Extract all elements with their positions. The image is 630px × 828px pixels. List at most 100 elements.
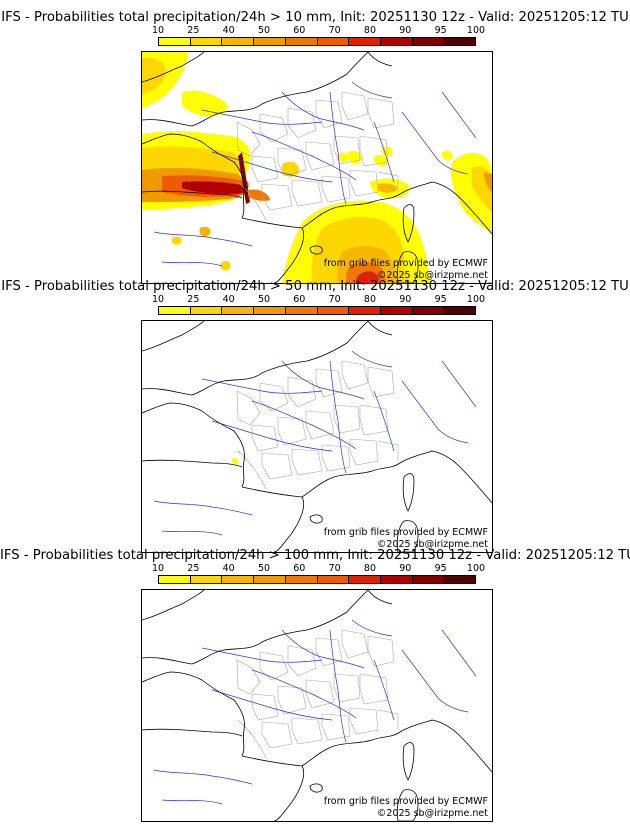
coastline	[309, 245, 323, 255]
region-border	[349, 707, 379, 735]
colorbar-segment	[254, 38, 286, 45]
precipitation-area	[231, 458, 239, 464]
region-border	[349, 438, 379, 466]
colorbar-segment	[285, 576, 318, 583]
colorbar-segment	[349, 38, 381, 45]
colorbar-segment	[222, 307, 255, 314]
river	[441, 629, 477, 677]
rivers	[153, 350, 477, 536]
coastline	[367, 52, 393, 67]
region-border	[359, 135, 389, 167]
colorbar-tick-label: 25	[187, 563, 200, 574]
river	[201, 378, 323, 394]
river	[329, 629, 347, 743]
colorbar	[158, 306, 476, 315]
region-border	[321, 175, 351, 203]
river	[211, 151, 333, 183]
colorbar-tick-label: 25	[187, 25, 200, 36]
colorbar-segment	[380, 307, 413, 314]
coastline	[142, 590, 369, 665]
region-border	[261, 183, 293, 211]
colorbar-segment	[190, 38, 223, 45]
coastline	[201, 679, 245, 757]
coastline	[402, 204, 415, 243]
colorbar-tick-label: 10	[151, 25, 165, 36]
river	[329, 91, 347, 205]
precipitation-map	[142, 52, 492, 283]
coastline	[301, 731, 401, 767]
colorbar-tick-label: 50	[257, 563, 271, 574]
river	[401, 649, 469, 713]
panel-title: IFS - Probabilities total precipitation/…	[1, 279, 629, 294]
region-border	[341, 360, 369, 390]
region-border	[277, 147, 307, 177]
colorbar-segment	[444, 307, 476, 314]
precipitation-field	[231, 458, 239, 464]
precipitation-area	[373, 154, 388, 167]
colorbar-segment	[412, 38, 445, 45]
region-border	[341, 91, 369, 121]
colorbar-tick-label: 90	[399, 294, 412, 305]
coastline	[142, 190, 243, 199]
coastline	[241, 755, 305, 821]
river	[441, 360, 477, 408]
river	[373, 659, 395, 721]
coastline	[142, 52, 369, 127]
colorbar-tick-label: 80	[363, 563, 377, 574]
coastlines	[142, 52, 492, 283]
coastline	[396, 251, 419, 283]
colorbar-tick-label: 60	[293, 563, 306, 574]
colorbar-tick-label: 90	[399, 563, 412, 574]
colorbar-segment	[190, 307, 223, 314]
coastline	[142, 402, 203, 414]
source-credit: from grib files provided by ECMWF	[323, 796, 488, 807]
colorbar-segment	[317, 38, 350, 45]
river	[153, 500, 253, 516]
map-panel-50mm: IFS - Probabilities total precipitation/…	[0, 279, 630, 553]
panel-title: IFS - Probabilities total precipitation/…	[1, 10, 629, 25]
colorbar-segment	[380, 38, 413, 45]
precipitation-area	[378, 183, 398, 193]
coastline	[301, 462, 401, 498]
colorbar	[158, 575, 476, 584]
colorbar-tick-label: 60	[293, 294, 306, 305]
colorbar-tick-label: 70	[328, 294, 341, 305]
colorbar-labels: 10 25 40 50 60 70 80 90 95 100	[152, 294, 485, 305]
colorbar-tick-label: 40	[222, 294, 235, 305]
colorbar-labels: 10 25 40 50 60 70 80 90 95 100	[152, 25, 485, 36]
coastline	[399, 719, 492, 773]
region-border	[341, 629, 369, 659]
coastline	[396, 520, 419, 552]
colorbar-segment	[349, 576, 381, 583]
colorbar-tick-label: 50	[257, 294, 271, 305]
region-borders	[236, 360, 399, 490]
river	[201, 647, 323, 663]
colorbar-segment	[222, 576, 255, 583]
region-border	[259, 651, 289, 681]
river	[153, 231, 253, 247]
coastline	[396, 789, 419, 821]
coastline	[241, 486, 305, 552]
river	[281, 91, 365, 131]
colorbar-segment	[159, 38, 191, 45]
colorbar-segment	[317, 307, 350, 314]
river	[211, 420, 333, 452]
copyright-credit: ©2025 sb@irizpme.net	[376, 539, 488, 550]
river	[281, 629, 365, 669]
colorbar-tick-label: 100	[466, 563, 486, 574]
coastlines	[142, 321, 492, 552]
region-border	[305, 141, 335, 171]
colorbar-segment	[444, 38, 476, 45]
coastline	[399, 450, 492, 504]
river	[161, 799, 223, 805]
coastline	[142, 671, 203, 683]
colorbar-segment	[380, 576, 413, 583]
coastline	[367, 590, 393, 605]
colorbar-tick-label: 100	[466, 294, 486, 305]
coastline	[142, 321, 369, 396]
precipitation-area	[248, 189, 270, 201]
river	[351, 81, 393, 99]
coastline	[142, 133, 203, 145]
colorbar-segment	[412, 307, 445, 314]
river	[373, 390, 395, 452]
